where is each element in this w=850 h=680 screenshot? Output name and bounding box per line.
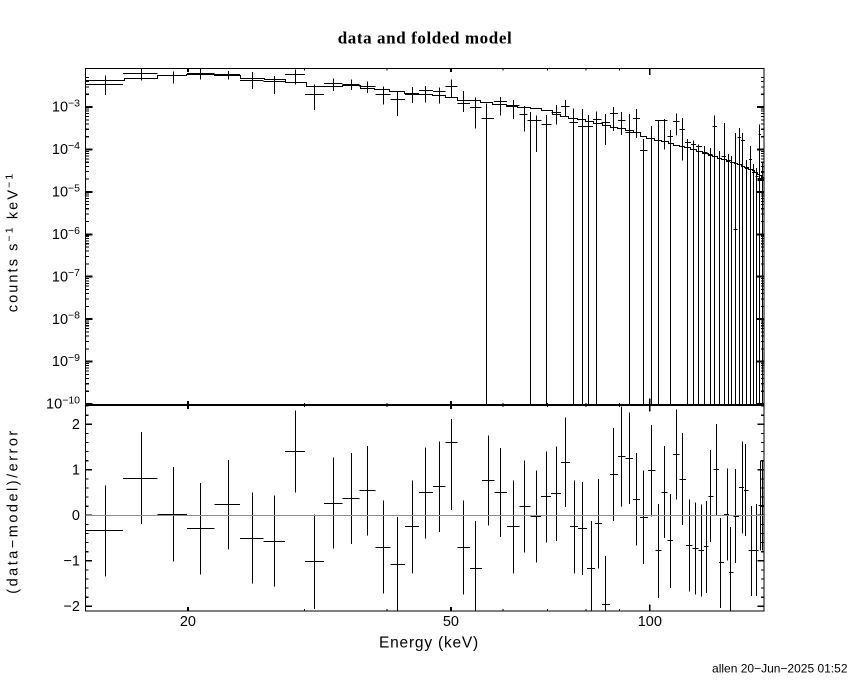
svg-text:20: 20 (180, 614, 196, 630)
svg-text:0: 0 (72, 508, 80, 524)
svg-text:10−9: 10−9 (52, 352, 80, 370)
svg-text:10−10: 10−10 (46, 394, 80, 412)
svg-text:10−5: 10−5 (52, 182, 80, 200)
svg-text:Energy (keV): Energy (keV) (379, 634, 479, 651)
svg-text:−1: −1 (63, 554, 80, 570)
svg-text:10−4: 10−4 (52, 140, 80, 158)
svg-text:10−7: 10−7 (52, 267, 80, 285)
svg-text:50: 50 (443, 614, 459, 630)
svg-text:(data−model)/error: (data−model)/error (6, 428, 22, 593)
svg-text:1: 1 (72, 463, 80, 479)
svg-text:10−6: 10−6 (52, 225, 80, 243)
svg-text:10−8: 10−8 (52, 310, 80, 328)
svg-text:100: 100 (638, 614, 662, 630)
svg-text:10−3: 10−3 (52, 98, 80, 116)
svg-text:data and folded model: data and folded model (338, 29, 513, 48)
svg-text:2: 2 (72, 417, 80, 433)
svg-text:counts s−1 keV−1: counts s−1 keV−1 (3, 172, 21, 313)
svg-text:−2: −2 (63, 599, 80, 615)
svg-text:allen 20−Jun−2025 01:52: allen 20−Jun−2025 01:52 (712, 662, 848, 676)
